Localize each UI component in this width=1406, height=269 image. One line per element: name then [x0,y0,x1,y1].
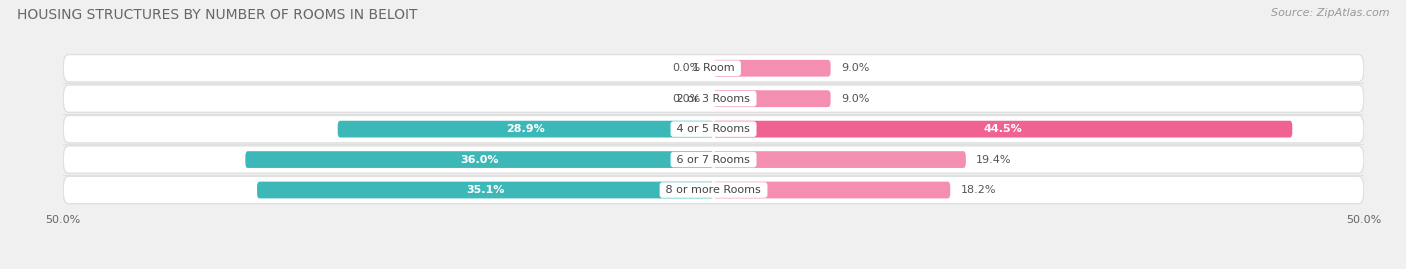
Text: 44.5%: 44.5% [984,124,1022,134]
Text: 0.0%: 0.0% [672,63,700,73]
FancyBboxPatch shape [63,115,1364,143]
FancyBboxPatch shape [63,55,1364,82]
Text: 19.4%: 19.4% [976,155,1012,165]
FancyBboxPatch shape [245,151,713,168]
Text: 1 Room: 1 Room [689,63,738,73]
FancyBboxPatch shape [713,90,831,107]
Text: 9.0%: 9.0% [841,63,869,73]
FancyBboxPatch shape [337,121,713,137]
Text: Source: ZipAtlas.com: Source: ZipAtlas.com [1271,8,1389,18]
Text: 28.9%: 28.9% [506,124,546,134]
Text: 36.0%: 36.0% [460,155,499,165]
FancyBboxPatch shape [713,182,950,199]
Legend: Owner-occupied, Renter-occupied: Owner-occupied, Renter-occupied [591,266,837,269]
Text: 8 or more Rooms: 8 or more Rooms [662,185,765,195]
Text: 6 or 7 Rooms: 6 or 7 Rooms [673,155,754,165]
Text: 18.2%: 18.2% [960,185,995,195]
Text: HOUSING STRUCTURES BY NUMBER OF ROOMS IN BELOIT: HOUSING STRUCTURES BY NUMBER OF ROOMS IN… [17,8,418,22]
FancyBboxPatch shape [63,176,1364,204]
FancyBboxPatch shape [713,60,831,77]
FancyBboxPatch shape [63,146,1364,173]
FancyBboxPatch shape [63,85,1364,112]
FancyBboxPatch shape [713,151,966,168]
Text: 2 or 3 Rooms: 2 or 3 Rooms [673,94,754,104]
FancyBboxPatch shape [257,182,713,199]
Text: 0.0%: 0.0% [672,94,700,104]
Text: 9.0%: 9.0% [841,94,869,104]
Text: 4 or 5 Rooms: 4 or 5 Rooms [673,124,754,134]
Text: 35.1%: 35.1% [467,185,505,195]
FancyBboxPatch shape [713,121,1292,137]
